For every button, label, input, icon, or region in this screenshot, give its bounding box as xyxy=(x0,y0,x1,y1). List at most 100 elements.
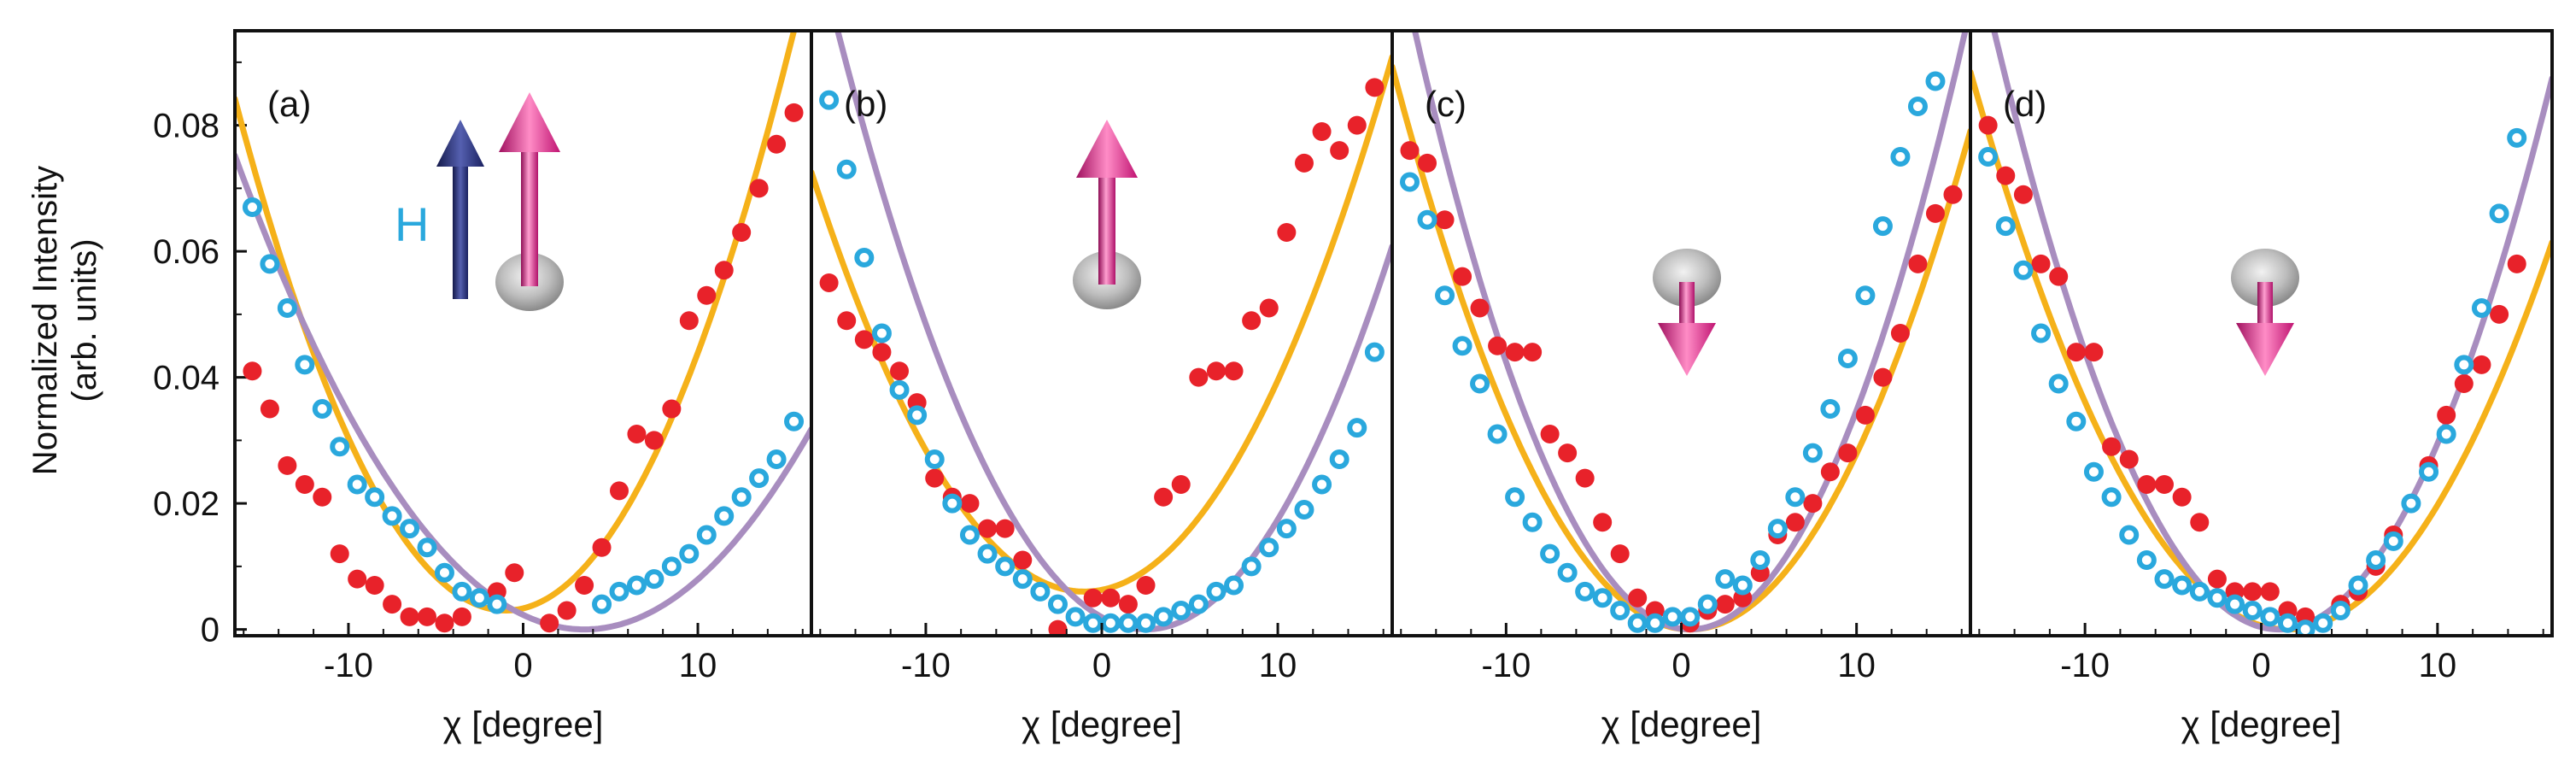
data-point-red xyxy=(1277,223,1297,242)
data-point-red xyxy=(1418,153,1437,173)
data-point-blue xyxy=(1750,550,1771,570)
spin-arrow-shaft xyxy=(1679,282,1695,326)
data-point-red xyxy=(1558,443,1578,463)
y-tick-label-1: 0.02 xyxy=(153,485,220,523)
panel-c: -10 0 10 χ [degree] (c) xyxy=(1390,29,1972,744)
data-point-red xyxy=(767,134,787,154)
data-point-blue xyxy=(1732,575,1753,596)
field-label: H xyxy=(395,197,429,251)
data-point-red xyxy=(872,343,892,362)
panels: -10 0 10χ [degree](a)H-10 0 10χ [degree](b)-… xyxy=(233,29,2554,744)
data-point-red xyxy=(400,607,419,626)
data-point-red xyxy=(1347,115,1367,135)
data-point-red xyxy=(243,361,262,381)
fit-lines xyxy=(811,31,1392,633)
data-point-red xyxy=(557,601,577,620)
data-point-blue xyxy=(644,569,664,590)
y-tick-label-0: 0 xyxy=(201,612,220,649)
data-point-blue xyxy=(2013,260,2034,280)
x-tick-label: 0 xyxy=(1671,647,1690,684)
data-point-red xyxy=(1259,298,1279,318)
data-point-red xyxy=(348,569,367,589)
data-point-blue xyxy=(2471,298,2491,318)
data-point-red xyxy=(575,576,594,595)
panel-label: (d) xyxy=(2003,84,2046,124)
data-point-red xyxy=(890,361,910,381)
data-point-red xyxy=(1118,595,1138,614)
data-point-blue xyxy=(312,399,332,419)
data-point-blue xyxy=(2454,355,2474,375)
x-tick-label: 0 xyxy=(2251,647,2270,684)
data-point-red xyxy=(1908,254,1928,273)
spin-arrow-shaft xyxy=(1098,175,1115,285)
x-axis-title: χ [degree] xyxy=(1601,704,1762,744)
markers xyxy=(1400,71,1963,633)
data-point-blue xyxy=(2207,588,2228,608)
data-point-blue xyxy=(1329,449,1349,469)
data-point-blue xyxy=(347,474,367,495)
x-tick-label: 10 xyxy=(1259,647,1297,684)
data-point-red xyxy=(435,614,454,633)
atom-sphere xyxy=(2231,249,2299,307)
data-point-blue xyxy=(907,405,928,426)
panel-label: (a) xyxy=(267,84,311,124)
data-point-blue xyxy=(1557,562,1578,583)
y-tick-label-4: 0.08 xyxy=(153,108,220,145)
data-point-red xyxy=(1593,513,1613,532)
fit-lines xyxy=(235,31,811,633)
data-point-red xyxy=(2137,475,2157,494)
y-tick-label-2: 0.04 xyxy=(153,360,220,397)
data-point-red xyxy=(2172,487,2192,507)
data-point-blue xyxy=(1715,569,1736,590)
data-point-red xyxy=(644,431,664,450)
data-point-blue xyxy=(330,437,350,457)
data-point-red xyxy=(452,607,471,626)
data-point-red xyxy=(2013,185,2033,204)
data-point-blue xyxy=(924,449,945,469)
data-point-blue xyxy=(1452,336,1472,356)
data-point-red xyxy=(1400,141,1420,161)
data-point-blue xyxy=(2172,575,2193,596)
data-point-red xyxy=(2049,267,2069,286)
data-point-red xyxy=(1540,425,1560,443)
data-point-blue xyxy=(1820,399,1841,419)
data-point-blue xyxy=(1364,342,1385,362)
data-point-red xyxy=(2260,582,2280,602)
spin-icon: H xyxy=(395,92,564,311)
data-point-red xyxy=(1873,367,1893,387)
data-point-blue xyxy=(382,506,402,526)
x-tick-label: 0 xyxy=(513,647,532,684)
markers xyxy=(1978,115,2527,636)
data-point-blue xyxy=(995,556,1016,577)
panel-d: -10 0 10 χ [degree] (d) xyxy=(1969,29,2554,744)
data-point-blue xyxy=(1417,209,1437,230)
data-point-red xyxy=(1453,267,1472,286)
data-point-red xyxy=(995,519,1015,538)
data-point-red xyxy=(365,576,384,595)
data-point-red xyxy=(1925,203,1945,223)
data-point-red xyxy=(978,519,998,538)
data-point-blue xyxy=(2101,487,2122,508)
data-point-blue xyxy=(1890,147,1911,167)
data-point-blue xyxy=(2489,203,2509,224)
data-point-blue xyxy=(1592,588,1613,608)
panel-label: (c) xyxy=(1425,84,1467,124)
x-axis-title: χ [degree] xyxy=(1022,704,1182,744)
y-axis: 0 0.02 0.04 0.06 0.08 xyxy=(153,61,247,649)
data-point-blue xyxy=(1435,285,1455,306)
data-point-red xyxy=(1785,513,1805,532)
data-point-red xyxy=(2031,254,2051,273)
data-point-red xyxy=(960,494,980,514)
data-point-blue xyxy=(661,556,682,577)
data-point-red xyxy=(2066,343,2086,362)
x-tick-label: 10 xyxy=(1837,647,1876,684)
data-point-blue xyxy=(469,588,489,608)
data-point-red xyxy=(1838,443,1858,463)
data-point-blue xyxy=(889,379,910,400)
data-point-red xyxy=(1048,619,1068,636)
fit-line-purple-fit xyxy=(834,31,1392,633)
data-point-red xyxy=(784,103,804,122)
data-point-blue xyxy=(1118,613,1139,633)
data-point-blue xyxy=(417,537,437,558)
